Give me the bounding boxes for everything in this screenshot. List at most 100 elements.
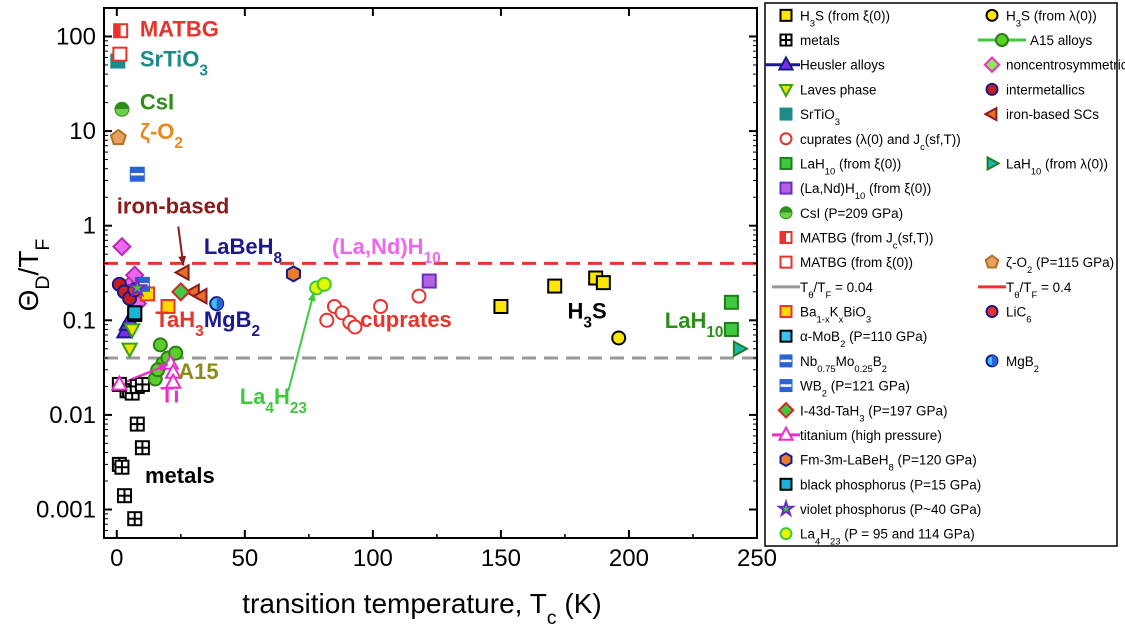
legend-swatch xyxy=(779,156,793,170)
series-12 xyxy=(732,339,749,358)
legend-item: (La,Nd)H10 (from ξ(0)) xyxy=(779,181,931,202)
annotation-label: A15 xyxy=(178,359,218,384)
annotation-arrow-1 xyxy=(287,291,315,392)
series-10 xyxy=(319,288,427,335)
legend-swatch xyxy=(985,305,999,319)
legend-swatch xyxy=(779,305,793,319)
data-point xyxy=(319,312,335,328)
legend-item: CsI (P=209 GPa) xyxy=(779,206,903,221)
annotation-label: LaH10 xyxy=(665,308,724,341)
legend-item: LiC6 xyxy=(985,305,1032,325)
legend-label: iron-based SCs xyxy=(1006,107,1099,122)
data-point xyxy=(126,276,149,298)
annotation-label: CsI xyxy=(140,89,174,114)
plot-frame xyxy=(103,7,758,539)
legend-swatch xyxy=(776,498,796,518)
legend-swatch-fill xyxy=(780,231,786,243)
legend-swatch xyxy=(778,83,794,99)
legend-item: violet phosphorus (P~40 GPa) xyxy=(776,498,981,518)
y-tick-label: 0.01 xyxy=(49,402,96,429)
legend-swatch xyxy=(779,132,793,146)
data-point xyxy=(112,236,132,257)
legend-label: noncentrosymmetric xyxy=(1006,58,1125,73)
legend-item: SrTiO3 xyxy=(779,107,840,128)
legend-item: titanium (high pressure) xyxy=(772,425,942,443)
annotation-arrowhead-1 xyxy=(307,291,316,302)
data-point xyxy=(168,345,184,361)
legend-item: Heusler alloys xyxy=(765,55,885,73)
series-14 xyxy=(114,101,130,117)
data-point xyxy=(732,339,749,358)
legend-swatch xyxy=(779,181,793,195)
data-point xyxy=(127,305,143,321)
legend-item: cuprates (λ(0) and Jc(sf,T)) xyxy=(779,132,961,153)
data-point xyxy=(316,276,332,292)
legend-swatch xyxy=(779,8,793,22)
legend-swatch xyxy=(777,55,795,71)
data-point xyxy=(120,342,139,359)
legend-swatch xyxy=(779,329,793,343)
legend-label: LaH10 (from ξ(0)) xyxy=(800,156,901,177)
legend-label: intermetallics xyxy=(1006,82,1085,97)
legend-swatch xyxy=(779,107,793,121)
data-point xyxy=(173,263,190,282)
legend-swatch xyxy=(985,82,999,96)
data-point xyxy=(373,298,389,314)
series-25 xyxy=(110,353,182,391)
legend-item: LaH10 (from ξ(0)) xyxy=(779,156,901,177)
annotation-label: MATBG xyxy=(140,16,219,41)
series-15 xyxy=(113,23,129,39)
y-tick-label: 100 xyxy=(56,23,96,50)
data-point xyxy=(191,287,208,305)
legend-item: MgB2 xyxy=(985,354,1039,374)
legend-item: H3S (from ξ(0)) xyxy=(779,8,890,29)
legend-label: MATBG (from Jc(sf,T)) xyxy=(800,230,933,251)
annotation-label: H3S xyxy=(568,298,607,331)
legend-swatch xyxy=(995,33,1009,48)
annotation-label: Ti xyxy=(160,383,179,408)
legend-item: WB2 (P=121 GPa) xyxy=(779,379,910,399)
legend-item: Fm-3m-LaBeH8 (P=120 GPa) xyxy=(779,452,977,474)
legend-label: I-43d-TaH3 (P=197 GPa) xyxy=(800,403,947,424)
legend-label: cuprates (λ(0) and Jc(sf,T)) xyxy=(800,132,961,153)
legend-item: intermetallics xyxy=(985,82,1085,97)
legend-swatch xyxy=(983,56,1001,74)
legend-swatch-fill xyxy=(780,207,792,213)
legend-swatch xyxy=(779,527,793,541)
legend-label: Fm-3m-LaBeH8 (P=120 GPa) xyxy=(800,453,977,474)
annotation-arrowhead-2 xyxy=(158,364,169,372)
series-16 xyxy=(112,46,128,62)
data-point xyxy=(493,298,509,314)
series-24 xyxy=(170,281,191,302)
legend-swatch xyxy=(779,477,793,491)
legend-swatch xyxy=(779,452,793,468)
data-point-fill2 xyxy=(115,109,129,116)
x-tick-label: 100 xyxy=(353,545,393,572)
legend-item: MATBG (from ξ(0)) xyxy=(779,255,913,270)
data-point xyxy=(611,330,627,346)
legend-swatch xyxy=(985,8,999,22)
data-point xyxy=(123,323,142,340)
legend-swatch xyxy=(986,155,1001,172)
x-axis-title: transition temperature, Tc (K) xyxy=(242,588,601,627)
data-point-fill xyxy=(115,102,129,110)
data-point xyxy=(110,374,129,391)
annotation-label: La4H23 xyxy=(240,384,307,417)
legend-label: ζ-O2 (P=115 GPa) xyxy=(1006,255,1114,276)
legend-swatch-fill2 xyxy=(780,212,792,219)
y-axis-title: ΘD/TF xyxy=(13,239,54,312)
legend-swatch xyxy=(779,255,793,269)
y-tick-label: 10 xyxy=(69,118,96,145)
series-13 xyxy=(421,273,437,289)
legend-label: Nb0.75Mo0.25B2 xyxy=(800,354,887,375)
data-point xyxy=(723,321,739,337)
data-point xyxy=(595,275,611,291)
legend-item: MATBG (from Jc(sf,T)) xyxy=(779,230,933,251)
legend-label: La4H23 (P = 95 and 114 GPa) xyxy=(800,527,975,548)
x-tick-label: 250 xyxy=(737,545,777,572)
legend-label: metals xyxy=(800,33,840,48)
series-28 xyxy=(126,276,149,298)
legend-item: noncentrosymmetric xyxy=(983,56,1125,74)
annotation-label: cuprates xyxy=(360,307,452,332)
data-point xyxy=(112,46,128,62)
